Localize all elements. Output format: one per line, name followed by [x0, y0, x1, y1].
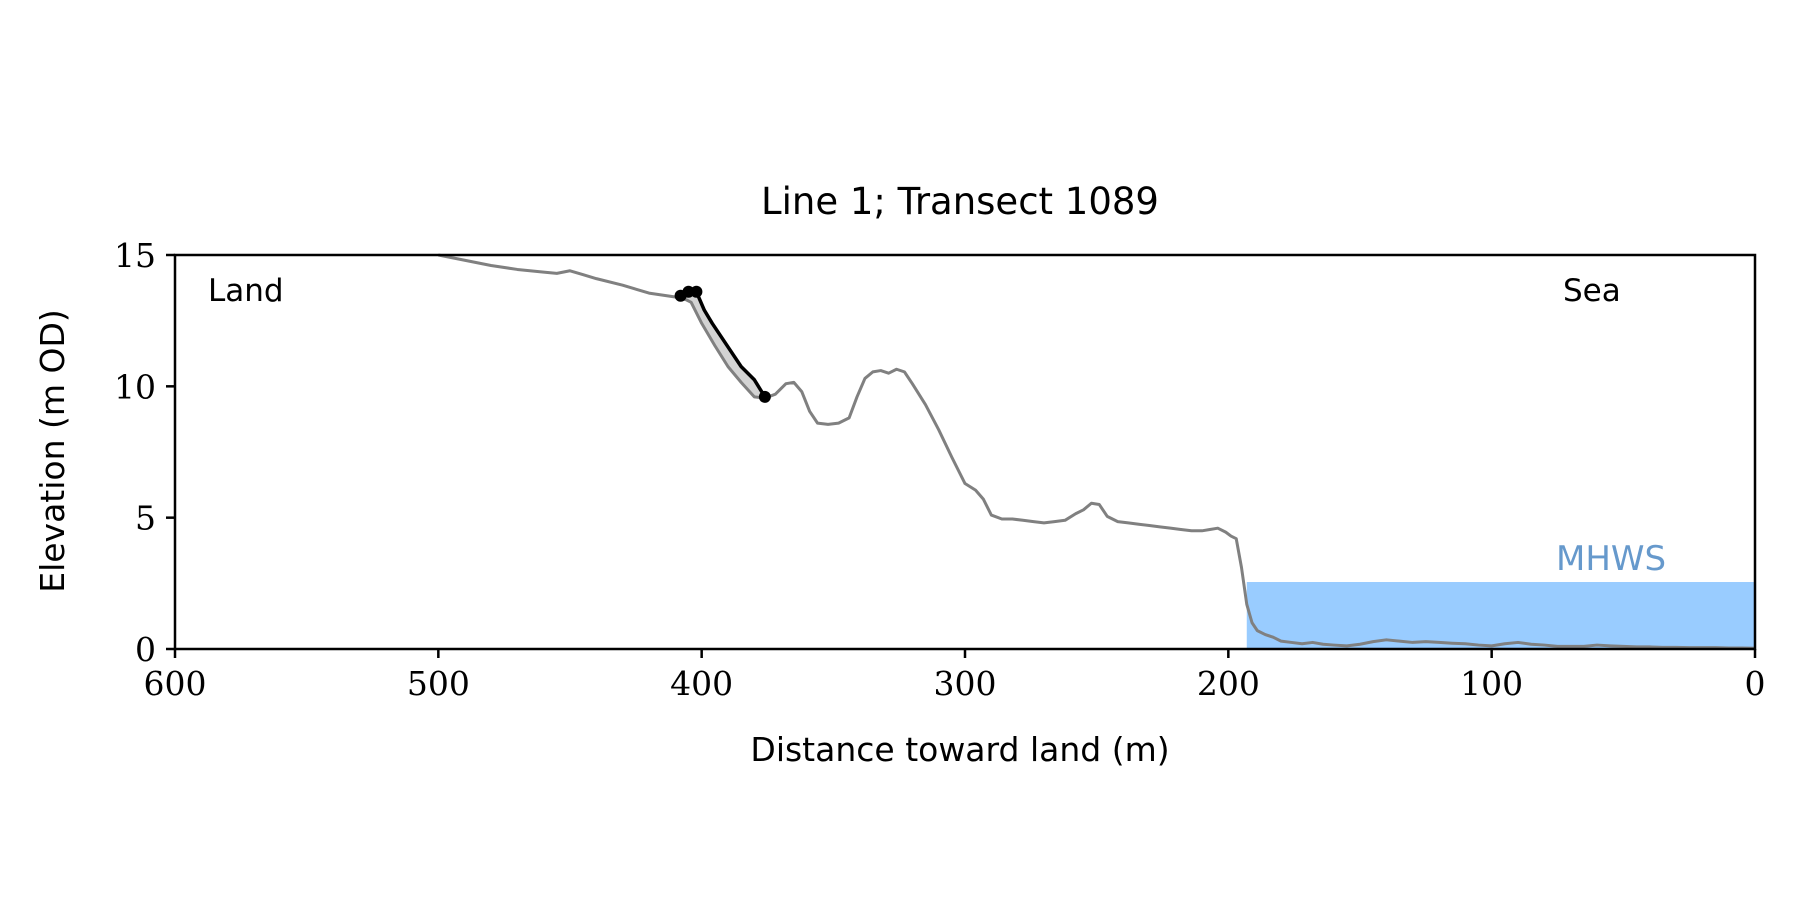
cliff-point-marker	[690, 285, 703, 298]
x-tick-label: 100	[1460, 664, 1523, 703]
x-tick-label: 200	[1197, 664, 1260, 703]
y-tick-label: 5	[135, 499, 156, 538]
mhws-band	[1246, 582, 1755, 649]
y-tick-label: 0	[135, 630, 156, 669]
x-tick-label: 600	[144, 664, 207, 703]
plot-area	[438, 253, 1756, 650]
x-tick-label: 400	[670, 664, 733, 703]
x-axis-label: Distance toward land (m)	[750, 730, 1169, 769]
elevation-profile-line	[438, 253, 1756, 650]
x-tick-label: 0	[1745, 664, 1766, 703]
chart-title: Line 1; Transect 1089	[761, 180, 1159, 223]
y-tick-label: 15	[114, 236, 156, 275]
x-tick-label: 500	[407, 664, 470, 703]
sea-annotation: Sea	[1563, 273, 1621, 309]
y-tick-label: 10	[114, 367, 156, 406]
land-annotation: Land	[208, 273, 284, 309]
axes: 600 500 400 300 200 100 0 0 5 10 15	[114, 236, 1766, 703]
x-tick-label: 300	[934, 664, 997, 703]
mhws-label: MHWS	[1556, 539, 1666, 579]
cliff-point-marker	[758, 390, 771, 403]
y-axis-label: Elevation (m OD)	[33, 309, 72, 593]
